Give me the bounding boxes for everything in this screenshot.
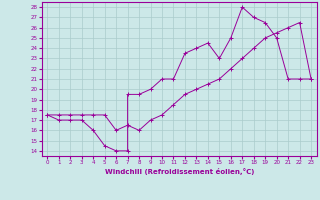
X-axis label: Windchill (Refroidissement éolien,°C): Windchill (Refroidissement éolien,°C) (105, 168, 254, 175)
